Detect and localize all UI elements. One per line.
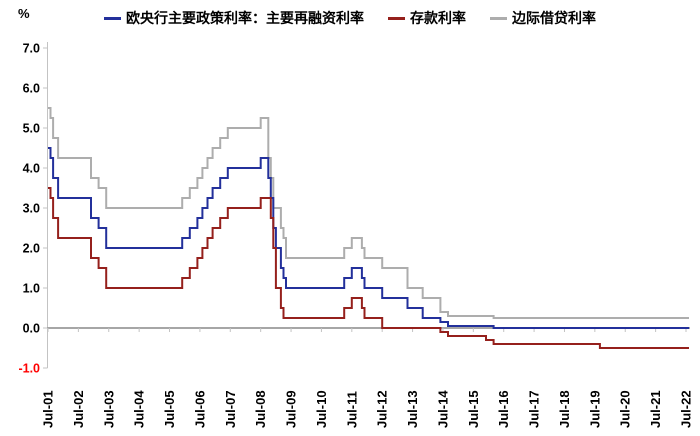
series-line-main-refinancing-rate	[48, 147, 689, 329]
x-axis-label: Jul-02	[71, 390, 86, 428]
x-axis-label: Jul-22	[679, 390, 694, 428]
x-axis-label: Jul-19	[587, 390, 602, 428]
x-axis-label: Jul-21	[648, 390, 663, 428]
x-axis-label: Jul-16	[496, 390, 511, 428]
x-axis-label: Jul-14	[435, 390, 450, 428]
y-axis-label: -1.0	[18, 362, 40, 376]
series-line-deposit-rate	[48, 187, 689, 349]
y-axis-label: 4.0	[23, 162, 40, 176]
x-axis-label: Jul-11	[344, 391, 359, 428]
x-axis-label: Jul-06	[192, 390, 207, 428]
x-axis-label: Jul-10	[314, 390, 329, 428]
y-axis-label: 2.0	[23, 242, 40, 256]
y-axis-unit-label: %	[18, 6, 30, 21]
x-axis-label: Jul-01	[41, 390, 56, 428]
x-axis-label: Jul-05	[162, 390, 177, 428]
y-axis-label: 5.0	[23, 122, 40, 136]
y-axis-label: 0.0	[23, 322, 40, 336]
x-axis-label: Jul-17	[527, 390, 542, 428]
y-axis-label: 1.0	[23, 282, 40, 296]
y-axis-label: 3.0	[23, 202, 40, 216]
x-axis-label: Jul-07	[223, 390, 238, 428]
x-axis-label: Jul-18	[557, 390, 572, 428]
x-axis-label: Jul-15	[466, 390, 481, 428]
x-axis-label: Jul-04	[132, 390, 147, 428]
series-line-marginal-lending-rate	[48, 107, 689, 319]
x-axis-label: Jul-09	[284, 390, 299, 428]
x-axis-label: Jul-03	[101, 390, 116, 428]
y-axis-label: 6.0	[23, 82, 40, 96]
x-axis-label: Jul-12	[375, 390, 390, 428]
x-axis-label: Jul-08	[253, 390, 268, 428]
y-axis-label: 7.0	[23, 42, 40, 56]
x-axis-label: Jul-20	[618, 390, 633, 428]
x-axis-label: Jul-13	[405, 390, 420, 428]
